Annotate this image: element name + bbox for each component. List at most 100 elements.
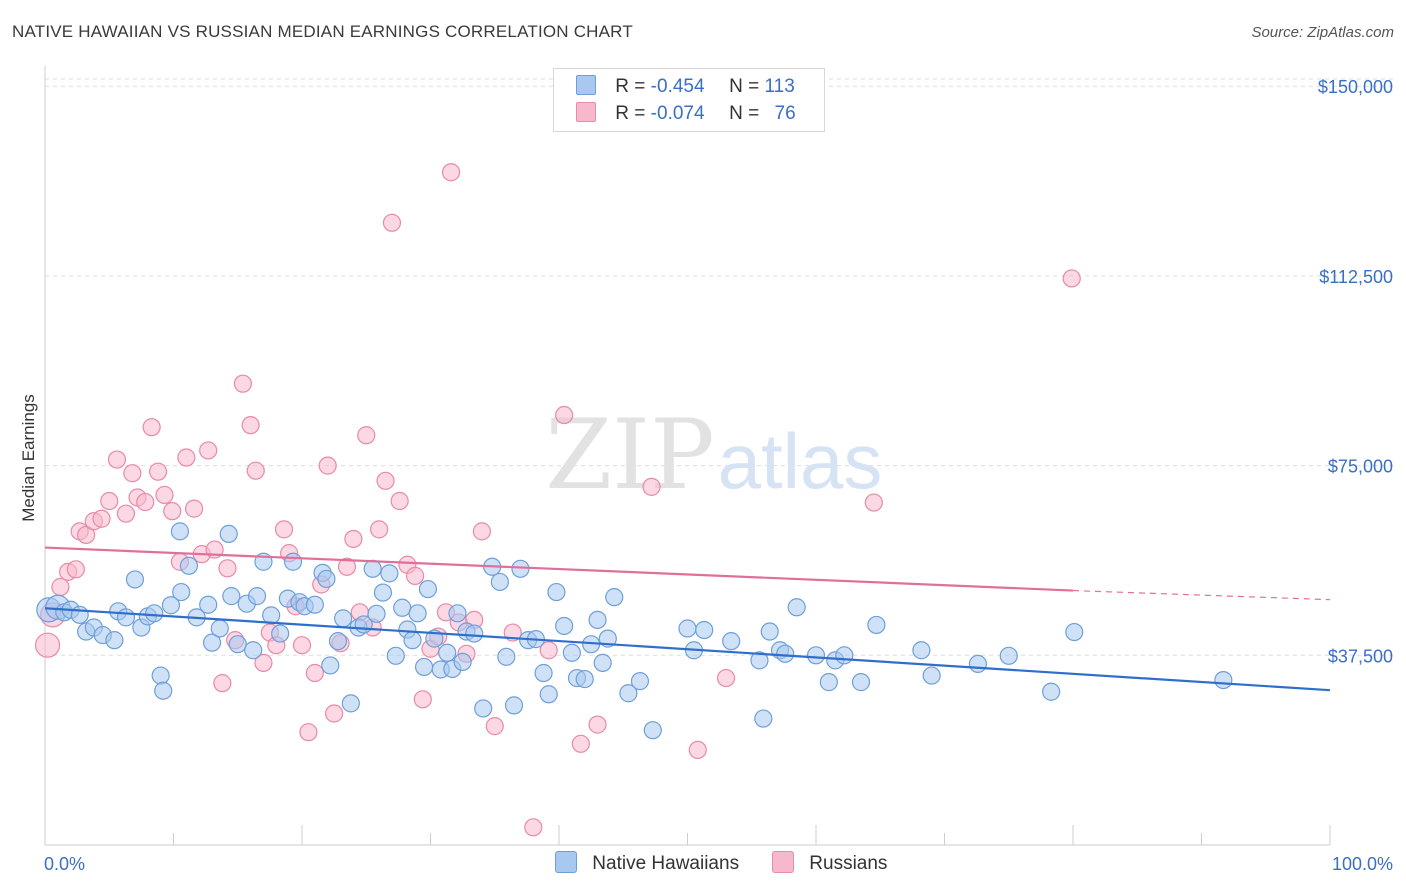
legend-row-native-hawaiians: R = -0.454 N = 113 — [576, 75, 795, 99]
native-hawaiians-point — [170, 522, 190, 541]
legend-r-label: R = — [615, 103, 646, 124]
russians-point — [539, 641, 558, 660]
native-hawaiians-point — [317, 569, 336, 589]
native-hawaiians-point — [283, 552, 303, 571]
russians-point — [555, 405, 574, 425]
legend-n-label: N = — [729, 103, 760, 124]
x-tick-label-left: 0.0% — [44, 854, 85, 874]
trend-lines — [44, 546, 1331, 692]
chart-title: NATIVE HAWAIIAN VS RUSSIAN MEDIAN EARNIN… — [12, 22, 633, 41]
native-hawaiians-point — [363, 559, 382, 578]
russians-point — [66, 560, 85, 579]
russians-point — [107, 450, 127, 469]
legend-r-value: -0.454 — [650, 76, 705, 97]
native-hawaiians-point — [202, 633, 222, 652]
russians-point — [472, 522, 491, 541]
russians-point — [325, 704, 344, 723]
y-axis-label: Median Earnings — [19, 394, 38, 522]
native-hawaiians-point — [999, 646, 1018, 665]
y-tick-label: $75,000 — [1328, 457, 1393, 477]
native-hawaiians-point — [393, 598, 412, 617]
bottom-legend-label: Native Hawaiians — [592, 853, 740, 874]
russians-point — [92, 509, 111, 528]
russians-point — [142, 418, 161, 437]
russians-point — [292, 636, 312, 655]
native-hawaiians-point — [504, 696, 524, 715]
axes — [44, 66, 1331, 846]
native-hawaiians-point — [328, 632, 348, 651]
native-hawaiians-point — [228, 635, 247, 654]
native-hawaiians-point — [105, 631, 124, 650]
native-hawaiians-point — [438, 643, 457, 662]
native-hawaiians-point — [760, 622, 779, 641]
native-hawaiians-point — [474, 699, 493, 718]
native-hawaiians-point — [776, 644, 795, 663]
russians-point — [485, 717, 504, 736]
native-hawaiians-point — [819, 673, 838, 692]
native-hawaiians-point — [806, 646, 826, 665]
native-hawaiians-point — [562, 643, 581, 662]
native-hawaiians-point — [1065, 622, 1084, 642]
russians-point — [123, 464, 142, 483]
russians-point — [148, 462, 168, 481]
native-hawaiians-point — [161, 596, 181, 615]
native-hawaiians-point — [643, 721, 662, 740]
native-hawaiians-point — [547, 582, 566, 602]
y-tick-label: $150,000 — [1318, 77, 1393, 97]
russians-point — [864, 493, 883, 512]
russians-point — [642, 477, 661, 496]
bottom-legend-swatch-blue — [555, 851, 577, 873]
gridlines — [45, 78, 1395, 656]
native-hawaiians-point — [145, 604, 164, 623]
russians-point — [405, 566, 425, 585]
native-hawaiians-points — [36, 522, 1233, 740]
native-hawaiians-point — [403, 631, 422, 650]
legend-swatch-blue — [576, 75, 596, 95]
x-tick-label-right: 100.0% — [1332, 854, 1393, 874]
russians-point — [382, 213, 402, 232]
russians-point — [1062, 269, 1081, 288]
native-hawaiians-point — [341, 694, 360, 713]
legend-swatch-pink — [576, 102, 596, 122]
native-hawaiians-point — [414, 657, 434, 677]
russians-point — [177, 448, 196, 467]
russians-point — [155, 485, 174, 505]
native-hawaiians-point — [1042, 682, 1061, 701]
native-hawaiians-point — [867, 615, 886, 635]
legend-n-label: N = — [729, 76, 760, 97]
native-hawaiians-point — [619, 684, 638, 703]
russians-point — [299, 723, 318, 742]
russians-point — [254, 653, 273, 672]
native-hawaiians-point — [555, 616, 574, 636]
native-hawaiians-point — [539, 685, 558, 704]
russians-point — [337, 557, 357, 576]
legend-n-value: 113 — [764, 76, 795, 97]
y-tick-labels: $37,500 $75,000 $112,500 $150,000 — [1318, 77, 1393, 666]
native-hawaiians-point — [247, 587, 267, 606]
native-hawaiians-point — [534, 663, 553, 683]
source-label: Source: ZipAtlas.com — [1251, 24, 1394, 41]
russians-point — [233, 374, 252, 393]
native-hawaiians-point — [408, 604, 427, 623]
russians-point — [199, 441, 218, 460]
native-hawaiians-point — [1214, 670, 1233, 690]
native-hawaiians-point — [678, 619, 697, 638]
native-hawaiians-point — [912, 641, 931, 660]
native-hawaiians-point — [490, 572, 509, 592]
russians-point — [116, 504, 136, 523]
russians-point — [136, 492, 155, 512]
native-hawaiians-point — [210, 619, 229, 638]
native-hawaiians-point — [835, 646, 854, 665]
russians-point — [274, 520, 294, 539]
native-hawaiians-point — [154, 681, 173, 700]
russians-point — [77, 525, 96, 545]
native-hawaiians-point — [511, 559, 530, 578]
correlation-legend: R = -0.454 N = 113 R = -0.074 N = 76 — [553, 68, 825, 132]
bottom-legend-swatch-pink — [772, 851, 794, 873]
native-hawaiians-point — [588, 610, 607, 629]
legend-n-value: 76 — [774, 103, 796, 124]
legend-r-value: -0.074 — [650, 103, 705, 124]
bottom-legend-native-hawaiians: Native Hawaiians — [555, 851, 739, 875]
russians-point — [588, 715, 607, 734]
